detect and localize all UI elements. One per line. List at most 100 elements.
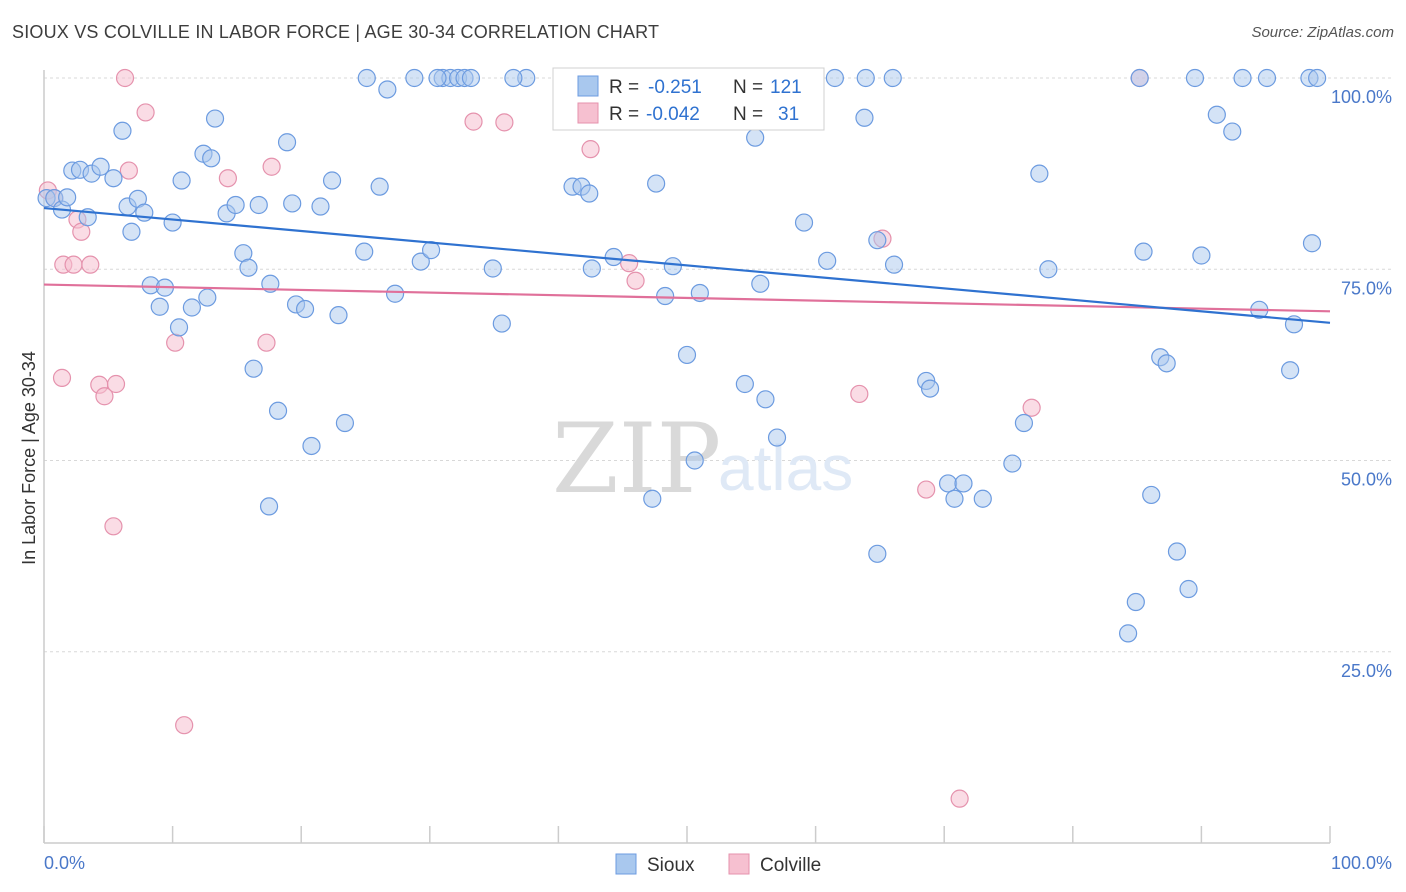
sioux-point	[1014, 413, 1034, 433]
sioux-point	[855, 108, 874, 127]
sioux-point	[751, 274, 770, 293]
colville-point	[917, 480, 936, 499]
legend-colville-n-value: 31	[778, 104, 799, 125]
sioux-point	[268, 401, 288, 420]
sioux-point	[954, 474, 973, 493]
trend-lines	[43, 206, 1331, 324]
colville-point	[64, 255, 83, 274]
y-tick-labels: 100.0% 75.0% 50.0% 25.0%	[1331, 87, 1392, 681]
sioux-point	[868, 544, 887, 563]
sioux-point	[580, 184, 599, 203]
source-label: Source: ZipAtlas.com	[1251, 24, 1394, 41]
sioux-point	[385, 284, 405, 303]
colville-point	[262, 157, 281, 176]
sioux-point	[329, 306, 348, 325]
legend-bottom-colville-label: Colville	[760, 855, 821, 876]
sioux-point	[357, 68, 376, 88]
colville-point	[136, 103, 155, 122]
sioux-point	[756, 390, 775, 409]
legend-sioux-n-value: 121	[770, 77, 802, 98]
sioux-point	[856, 68, 875, 88]
sioux-point	[1118, 624, 1138, 643]
sioux-point	[1257, 68, 1277, 88]
colville-point	[581, 140, 600, 159]
legend-bottom: Sioux Colville	[615, 853, 821, 876]
sioux-point	[973, 489, 992, 508]
sioux-points	[37, 68, 1327, 643]
sioux-point	[370, 177, 389, 196]
sioux-point	[825, 68, 844, 88]
sioux-point	[322, 171, 342, 190]
sioux-point	[311, 197, 330, 216]
sioux-point	[1126, 592, 1145, 612]
sioux-point	[295, 299, 315, 319]
sioux-point	[1281, 361, 1300, 380]
sioux-point	[172, 171, 191, 190]
sioux-point	[182, 298, 201, 317]
sioux-point	[198, 288, 217, 307]
colville-point	[257, 333, 276, 352]
sioux-point	[1233, 68, 1252, 88]
sioux-point	[205, 109, 225, 128]
sioux-point	[150, 297, 169, 316]
sioux-point	[883, 68, 902, 88]
sioux-point	[335, 413, 355, 433]
colville-point	[464, 112, 483, 131]
sioux-point	[163, 213, 182, 232]
colville-point	[175, 716, 194, 735]
colville-point	[95, 387, 114, 406]
sioux-point	[1157, 354, 1176, 373]
x-tick-labels: 0.0% 100.0%	[44, 853, 1392, 873]
colville-point	[626, 271, 645, 290]
colville-point	[950, 789, 969, 808]
legend-sioux-r-value: -0.251	[648, 77, 702, 98]
sioux-point	[677, 345, 697, 365]
sioux-point	[239, 258, 258, 277]
sioux-point	[1167, 542, 1187, 561]
sioux-point	[461, 68, 481, 88]
sioux-point	[226, 195, 245, 215]
colville-point	[1022, 398, 1041, 417]
sioux-point	[169, 318, 189, 337]
sioux-point	[685, 451, 704, 470]
legend-sioux-swatch	[577, 75, 599, 97]
legend-sioux-n-label: N =	[733, 77, 763, 98]
sioux-point	[355, 242, 374, 261]
sioux-point	[411, 252, 430, 271]
colville-point	[119, 161, 138, 180]
sioux-point	[492, 314, 511, 333]
colville-point	[115, 68, 135, 88]
sioux-point	[1192, 246, 1211, 265]
sioux-point	[818, 251, 837, 270]
sioux-point	[202, 149, 221, 168]
sioux-point	[249, 195, 268, 215]
sioux-point	[1130, 68, 1149, 88]
sioux-point	[647, 174, 666, 193]
colville-point	[218, 169, 237, 188]
sioux-point	[1223, 122, 1242, 141]
sioux-point	[104, 169, 123, 188]
sioux-point	[1142, 485, 1161, 505]
sioux-point	[405, 68, 424, 88]
sioux-point	[938, 474, 958, 493]
legend-bottom-colville-swatch	[728, 853, 750, 875]
sioux-point	[283, 194, 302, 213]
y-axis-title: In Labor Force | Age 30-34	[19, 351, 39, 565]
sioux-point	[259, 497, 279, 516]
sioux-point	[1302, 234, 1322, 253]
sioux-point	[663, 257, 682, 276]
legend-colville-swatch	[577, 102, 599, 124]
colville-point	[166, 333, 185, 352]
y-tick-label: 50.0%	[1341, 470, 1392, 490]
sioux-point	[920, 379, 940, 398]
sioux-point	[1003, 454, 1022, 473]
colville-point	[81, 255, 100, 274]
legend-colville-r-value: -0.042	[646, 104, 700, 125]
legend-bottom-sioux-swatch	[615, 853, 637, 875]
sioux-point	[244, 359, 263, 378]
sioux-point	[1039, 260, 1058, 279]
colville-point	[52, 368, 72, 387]
sioux-point	[794, 213, 814, 232]
y-tick-label: 75.0%	[1341, 278, 1392, 298]
sioux-point	[302, 436, 321, 456]
